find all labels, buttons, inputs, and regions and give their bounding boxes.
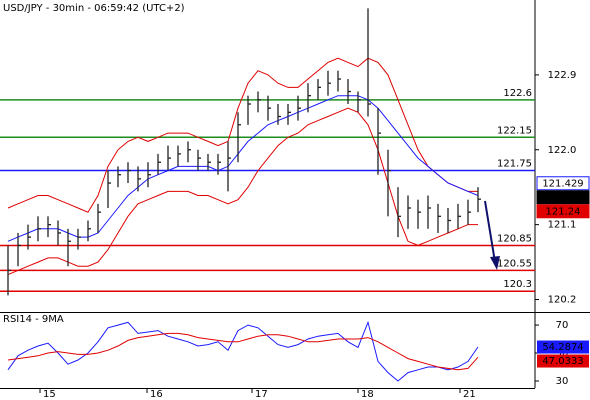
forecast-arrow [484,200,500,270]
chart-title: USD/JPY - 30min - 06:59:42 (UTC+2) [3,3,185,14]
indicator-line [7,57,478,213]
x-tick-label: 18 [361,389,374,400]
value-tag [537,340,589,354]
price-tag-label: 121.429 [542,178,583,189]
y-tick-label: 121.1 [548,220,577,231]
indicator-line [7,95,479,242]
value-tag-label: 47.0333 [542,356,583,367]
y-tick-label: 120.2 [548,295,577,306]
y-tick-label: 30 [556,376,569,387]
level-label: 120.3 [503,279,532,290]
x-tick-label: 16 [150,389,163,400]
x-tick-label: 21 [463,389,476,400]
price-tag [536,190,590,205]
indicator-line [7,107,478,276]
rsi-title: RSI14 - 9MA [3,314,64,325]
value-tag [537,354,589,368]
price-tag [536,204,590,219]
price-tag [536,176,590,191]
x-tick-label: 17 [255,389,268,400]
level-label: 120.85 [497,233,532,244]
y-tick-label: 122.0 [548,145,577,156]
x-tick-label: 15 [43,389,56,400]
level-label: 121.75 [497,159,532,170]
y-tick-label: 122.9 [548,70,577,81]
y-tick-label: 70 [556,320,569,331]
rsi-line [7,332,479,371]
price-tag-label: 121.24 [546,206,581,217]
value-tag-label: 54.2874 [542,342,583,353]
price-tag-label: 121.406 [542,192,583,203]
level-label: 120.55 [497,258,532,269]
level-label: 122.15 [497,125,532,136]
level-label: 122.6 [503,88,532,99]
